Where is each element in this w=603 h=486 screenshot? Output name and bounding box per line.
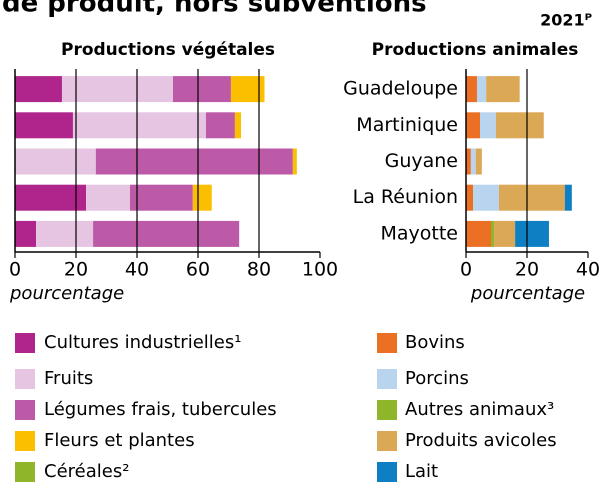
x-tick-label: 100 xyxy=(302,259,338,281)
legend-label: Porcins xyxy=(405,368,469,389)
category-label: Mayotte xyxy=(381,222,459,244)
bar-segment xyxy=(192,184,212,211)
chart-subtitle: Productions animales xyxy=(372,40,579,60)
legend-swatch xyxy=(377,333,397,353)
bar-segment xyxy=(466,220,492,247)
bar-segment xyxy=(466,184,474,211)
bar-segment xyxy=(470,148,476,175)
bar-segment xyxy=(72,112,206,139)
category-label: Martinique xyxy=(356,114,458,136)
x-tick-label: 0 xyxy=(9,259,21,281)
bar-segment xyxy=(15,184,87,211)
bar-segment xyxy=(15,112,73,139)
bar-segment xyxy=(234,112,242,139)
legend-swatch xyxy=(15,462,35,482)
bar-segment xyxy=(15,76,62,103)
legend-swatch xyxy=(15,431,35,451)
x-axis-label: pourcentage xyxy=(470,283,585,304)
bar-segment xyxy=(15,148,96,175)
legend-swatch xyxy=(377,400,397,420)
x-tick-label: 80 xyxy=(247,259,271,281)
category-label: Guyane xyxy=(385,150,458,172)
bar-segment xyxy=(491,220,495,247)
bar-segment xyxy=(95,148,293,175)
bar-segment xyxy=(61,76,173,103)
bar-segment xyxy=(486,76,520,103)
legend-swatch xyxy=(15,369,35,389)
bar-segment xyxy=(172,76,231,103)
bar-segment xyxy=(93,220,240,247)
bar-segment xyxy=(495,112,544,139)
bar-segment xyxy=(86,184,130,211)
legend-label: Produits avicoles xyxy=(405,430,557,451)
bar-segment xyxy=(476,76,487,103)
legend-label: Fruits xyxy=(44,368,93,389)
legend-label: Cultures industrielles¹ xyxy=(44,332,241,353)
legend-label: Bovins xyxy=(405,332,465,353)
bar-segment xyxy=(498,184,565,211)
bar-segment xyxy=(466,148,471,175)
x-tick-label: 60 xyxy=(186,259,210,281)
x-tick-label: 20 xyxy=(64,259,88,281)
legend-swatch xyxy=(15,333,35,353)
legend-label: Céréales² xyxy=(44,461,129,482)
bar-segment xyxy=(564,184,572,211)
bar-segment xyxy=(466,112,481,139)
bar-segment xyxy=(129,184,193,211)
chart-subtitle: Productions végétales xyxy=(61,40,275,60)
bar-segment xyxy=(466,76,477,103)
bar-segment xyxy=(15,220,37,247)
x-axis-label: pourcentage xyxy=(9,283,124,304)
category-label: Guadeloupe xyxy=(343,78,458,100)
legend-label: Fleurs et plantes xyxy=(44,430,195,451)
bar-segment xyxy=(515,220,549,247)
legend-label: Lait xyxy=(405,461,438,482)
bar-segment xyxy=(36,220,94,247)
bar-segment xyxy=(205,112,235,139)
legend-swatch xyxy=(377,369,397,389)
x-tick-label: 40 xyxy=(576,259,600,281)
bar-segment xyxy=(473,184,499,211)
category-label: La Réunion xyxy=(353,186,458,208)
x-tick-label: 20 xyxy=(515,259,539,281)
legend-swatch xyxy=(15,400,35,420)
bar-segment xyxy=(475,148,482,175)
date: 2021ᴾ xyxy=(540,11,592,30)
bar-segment xyxy=(494,220,516,247)
bar-segment xyxy=(292,148,297,175)
bar-segment xyxy=(480,112,496,139)
chart-title: de produit, hors subventions xyxy=(2,0,427,19)
x-tick-label: 40 xyxy=(125,259,149,281)
legend-label: Légumes frais, tubercules xyxy=(44,399,277,420)
legend-swatch xyxy=(377,462,397,482)
x-tick-label: 0 xyxy=(460,259,472,281)
legend-swatch xyxy=(377,431,397,451)
legend-label: Autres animaux³ xyxy=(405,399,554,420)
